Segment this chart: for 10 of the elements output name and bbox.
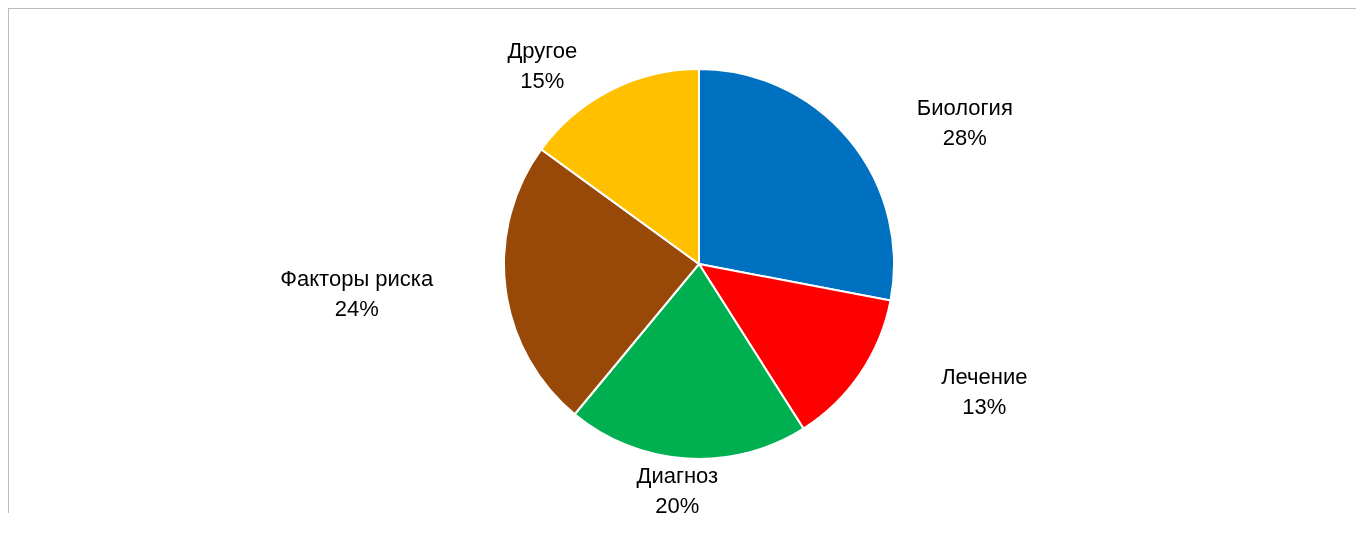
data-label: 28%: [942, 124, 987, 150]
data-label: 15%: [520, 67, 565, 93]
slice-label: Факторы риска: [280, 266, 434, 292]
slice-label: Диагноз: [636, 462, 719, 488]
slice-label: Лечение: [941, 364, 1028, 390]
data-label: 13%: [962, 394, 1007, 420]
slice-label: Биология: [916, 94, 1013, 120]
slice-label: Другое: [507, 37, 578, 63]
data-label: 20%: [655, 492, 700, 518]
data-label: 24%: [334, 296, 379, 322]
